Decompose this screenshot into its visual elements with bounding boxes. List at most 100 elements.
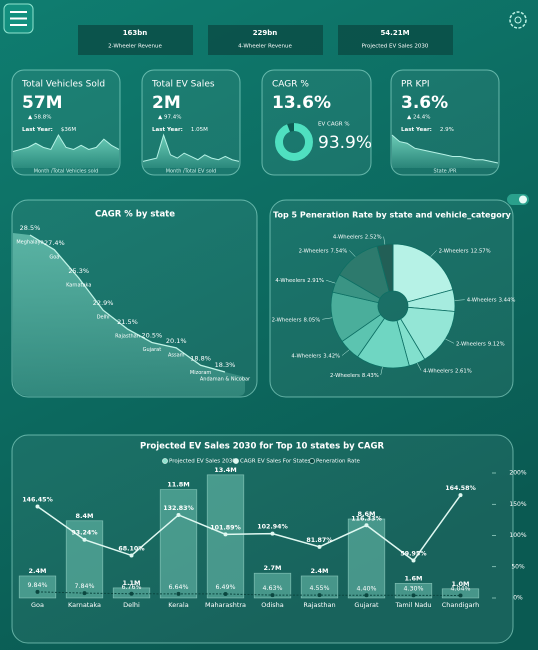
y2-tick-label: 0% (513, 595, 523, 602)
point-label: 102.94% (257, 524, 288, 531)
point (129, 553, 134, 558)
point-label: 146.45% (22, 496, 53, 503)
kpi-value: 163bn (123, 29, 148, 37)
point-label: 4.40% (356, 585, 376, 592)
point (364, 523, 369, 528)
leader-line (445, 338, 455, 344)
data-label: 18.8% (190, 354, 211, 362)
sparkline-area (143, 135, 239, 168)
slice-label: 2-Wheelers 9.12% (456, 341, 505, 347)
data-label: 22.9% (93, 299, 114, 307)
legend-label: Peneration Rate (316, 459, 361, 465)
menu-button[interactable] (3, 3, 34, 34)
sparkline (142, 133, 240, 162)
category-label: Goa (49, 254, 59, 260)
bar-label: 11.8M (167, 481, 190, 489)
kpi-label: 4-Wheeler Revenue (238, 44, 292, 50)
leader-line (380, 367, 383, 376)
kpi-label: Projected EV Sales 2030 (362, 44, 429, 50)
x-tick-label: Delhi (123, 601, 140, 609)
point (317, 593, 322, 598)
card-last-year: Last Year: 2.9% (401, 127, 454, 133)
data-label: 25.3% (68, 267, 89, 275)
legend-label: CAGR EV Sales For States (240, 459, 311, 465)
legend-marker (309, 458, 315, 464)
card-change: ▲ 58.8% (28, 115, 51, 121)
toggle[interactable] (507, 194, 529, 205)
slice-value: 12.57% (471, 248, 491, 254)
card-title: Total Vehicles Sold (21, 80, 105, 90)
category-label: Meghalaya (16, 240, 43, 246)
kpi-value: 229bn (253, 29, 278, 37)
slice-value: 9.12% (488, 341, 505, 347)
slice-category: 2-Wheelers (330, 372, 360, 378)
point (223, 591, 228, 596)
bar-label: 2.4M (29, 567, 47, 575)
last-year-value: $36M (61, 127, 76, 133)
slice-value: 2.61% (455, 368, 472, 374)
slice-category: 4-Wheelers (275, 278, 305, 284)
donut-slice (376, 243, 394, 292)
bar-label: 1.1M (123, 579, 141, 587)
category-label: Mizoram (190, 370, 212, 376)
card-footer: Month /Total Vehicles sold (34, 169, 99, 175)
point (82, 537, 87, 542)
last-year-label: Last Year: (401, 127, 432, 133)
panel (11, 434, 514, 644)
kpi-card (261, 69, 372, 176)
point (270, 531, 275, 536)
card-footer: Month /Total EV sold (166, 169, 217, 175)
point-label: 4.30% (403, 585, 423, 592)
slice-category: 4-Wheelers (467, 297, 497, 303)
point-label: 101.89% (210, 524, 241, 531)
settings-button[interactable] (509, 11, 527, 29)
category-label: Andaman & Nicobar (200, 377, 251, 383)
point-label: 6.49% (215, 584, 235, 591)
slice-value: 3.44% (499, 297, 516, 303)
gauge-arc (275, 123, 313, 161)
slice-category: 4-Wheelers (333, 234, 363, 240)
point-label: 6.76% (121, 584, 141, 591)
bar-label: 13.4M (214, 466, 237, 474)
chart-title: CAGR % by state (95, 210, 175, 220)
bar (394, 582, 433, 599)
point-label: 132.83% (163, 505, 194, 512)
leader-line (416, 362, 422, 371)
point (176, 512, 181, 517)
bar (300, 575, 339, 599)
kpi-box (338, 25, 453, 55)
x-tick-label: Odisha (261, 601, 284, 609)
legend-marker (162, 458, 168, 464)
bar-label: 8.6M (358, 510, 376, 518)
data-label: 20.1% (166, 337, 187, 345)
data-label: 20.5% (142, 331, 163, 339)
point (458, 593, 463, 598)
slice-category: 2-Wheelers (299, 248, 329, 254)
area-fill (13, 233, 245, 396)
card-value: 13.6% (272, 93, 331, 113)
bar (206, 474, 245, 599)
point-label: 4.04% (450, 585, 470, 592)
slice-label: 4-Wheelers 3.42% (291, 353, 340, 359)
leader-line (383, 236, 386, 245)
point (82, 591, 87, 596)
slice-label: 4-Wheelers 3.44% (467, 297, 516, 303)
point (411, 593, 416, 598)
slice-value: 2.52% (365, 234, 382, 240)
category-label: Karnataka (66, 282, 91, 288)
y2-tick-label: 100% (509, 532, 526, 539)
bar-label: 2.7M (264, 564, 282, 572)
slice-category: 4-Wheelers (291, 353, 321, 359)
x-tick-label: Rajasthan (303, 601, 335, 609)
sparkline-area (392, 135, 498, 168)
slice-value: 3.42% (323, 353, 340, 359)
sparkline (12, 133, 120, 152)
slice-category: 2-Wheelers (456, 341, 486, 347)
last-year-label: Last Year: (152, 127, 183, 133)
point (223, 532, 228, 537)
data-label: 21.5% (117, 318, 138, 326)
card-title: Total EV Sales (151, 80, 215, 90)
category-label: Gujarat (143, 347, 162, 353)
panel (269, 199, 514, 398)
point-label: 68.10% (118, 545, 145, 552)
